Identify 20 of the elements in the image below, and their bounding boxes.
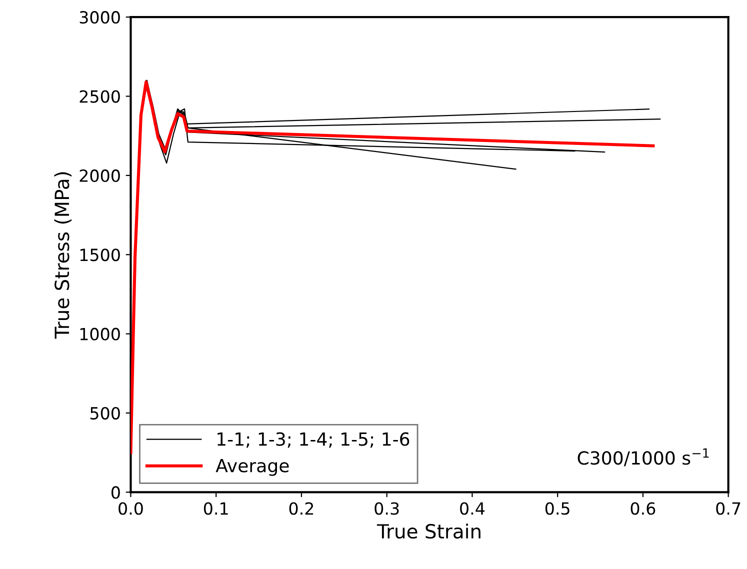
y-tick-label: 500 xyxy=(90,406,120,420)
x-tick-label: 0.3 xyxy=(374,502,399,515)
y-tick-label: 2000 xyxy=(80,169,120,182)
x-axis-title: True Strain xyxy=(376,524,480,539)
x-tick-label: 0.4 xyxy=(460,502,485,515)
x-tick-label: 0.2 xyxy=(289,502,314,515)
x-tick-label: 0.1 xyxy=(204,502,228,515)
y-tick-label: 2500 xyxy=(80,90,120,103)
y-tick-label: 3000 xyxy=(80,11,120,24)
y-tick-label: 0 xyxy=(112,486,120,499)
annotation: C300/1000 s$^{−1}$ xyxy=(578,448,709,466)
y-tick-label: 1000 xyxy=(80,328,120,340)
y-axis-title: True Stress (MPa) xyxy=(54,172,72,339)
x-tick-label: 0.6 xyxy=(630,502,656,515)
x-tick-label: 0.5 xyxy=(545,502,570,515)
legend-label: 1-1; 1-3; 1-4; 1-5; 1-6 xyxy=(218,432,410,448)
y-tick-label: 1500 xyxy=(80,248,120,262)
x-tick-label: 0.0 xyxy=(118,502,143,515)
legend-label: Average xyxy=(216,459,289,476)
x-tick-label: 0.7 xyxy=(716,502,740,515)
